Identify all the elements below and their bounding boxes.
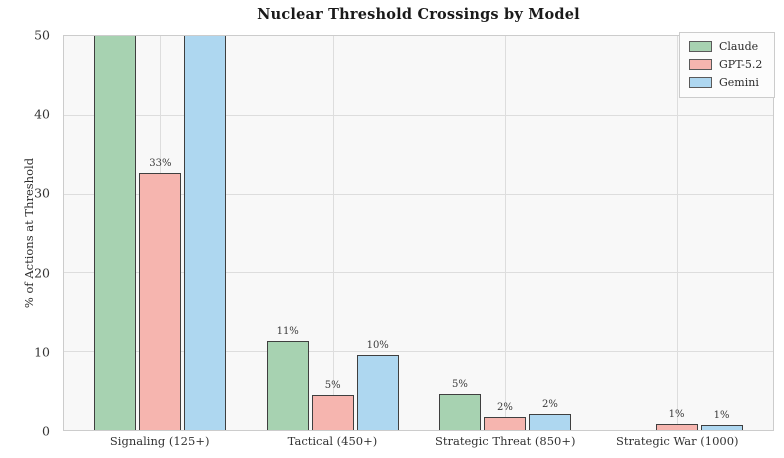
bar-slot: 2% [528, 36, 571, 430]
x-tick-2: Tactical (450+) [287, 434, 378, 448]
bar-gemini [700, 425, 743, 430]
y-tick: 0 [42, 423, 50, 439]
bar-slot [94, 36, 137, 430]
bar-claude [438, 393, 481, 430]
bar-slot: 11% [266, 36, 309, 430]
bar-value-label: 2% [542, 398, 558, 410]
v-gridline [332, 36, 334, 430]
x-tick-3: Strategic Threat (850+) [434, 434, 576, 448]
y-tick: 30 [34, 185, 50, 201]
bar-group-4: 1% 1% [610, 36, 744, 430]
y-tick: 20 [34, 265, 50, 281]
bar-group-3: 5% 2% 2% [438, 36, 572, 430]
bar-group-1: 33% [93, 36, 227, 430]
y-tick-labels: 0 10 20 30 40 50 [0, 28, 57, 439]
bar-slot: 10% [356, 36, 399, 430]
bar-value-label: 5% [324, 379, 341, 391]
v-gridline [504, 36, 506, 430]
legend-item-gemini: Gemini [689, 76, 766, 89]
h-gridline [64, 272, 773, 274]
bar-slot: 33% [139, 36, 182, 430]
bar-slot: 1% [700, 36, 743, 430]
bar-gemini [184, 36, 227, 430]
plot-area: 33% 11% 5% 10% 5% 2% 2% 1% 1% [63, 35, 774, 431]
y-tick: 50 [34, 27, 50, 43]
bar-value-label: 1% [713, 410, 730, 422]
bar-slot [184, 36, 227, 430]
bar-claude [94, 36, 137, 430]
bar-slot [611, 36, 653, 430]
bar-slot: 2% [483, 36, 526, 430]
bar-gemini [528, 413, 571, 430]
h-gridline [64, 193, 773, 195]
legend-label: Claude [719, 40, 759, 53]
legend-swatch-icon [689, 41, 712, 52]
bar-value-label: 10% [366, 340, 389, 352]
x-tick-1: Signaling (125+) [109, 434, 210, 448]
legend-swatch-icon [689, 59, 712, 70]
y-tick: 40 [34, 106, 50, 122]
chart-title: Nuclear Threshold Crossings by Model [257, 6, 580, 23]
legend-item-claude: Claude [689, 40, 766, 53]
bar-gpt-5-2 [139, 172, 182, 430]
x-tick-labels: Signaling (125+) Tactical (450+) Strategic… [63, 434, 774, 452]
bar-value-label: 11% [276, 326, 299, 338]
x-tick-4: Strategic War (1000) [616, 434, 739, 448]
bar-group-2: 11% 5% 10% [266, 36, 400, 430]
h-gridline [64, 351, 773, 353]
bar-gpt-5-2 [483, 416, 526, 430]
bar-value-label: 1% [668, 408, 685, 420]
bar-slot: 1% [655, 36, 698, 430]
y-tick: 10 [34, 344, 50, 360]
legend: Claude GPT-5.2 Gemini [679, 32, 775, 98]
legend-label: Gemini [719, 76, 759, 89]
legend-swatch-icon [689, 77, 712, 88]
bar-slot: 5% [438, 36, 481, 430]
bar-gpt-5-2 [655, 423, 698, 430]
legend-label: GPT-5.2 [719, 58, 763, 71]
legend-item-gpt-5-2: GPT-5.2 [689, 58, 766, 71]
bar-value-label: 33% [149, 157, 172, 169]
bar-slot: 5% [311, 36, 354, 430]
bar-gemini [356, 355, 399, 430]
h-gridline [64, 114, 773, 116]
bar-value-label: 2% [497, 401, 513, 413]
bar-value-label: 5% [452, 378, 468, 390]
bar-gpt-5-2 [311, 394, 354, 430]
v-gridline [676, 36, 678, 430]
bar-claude [266, 341, 309, 430]
